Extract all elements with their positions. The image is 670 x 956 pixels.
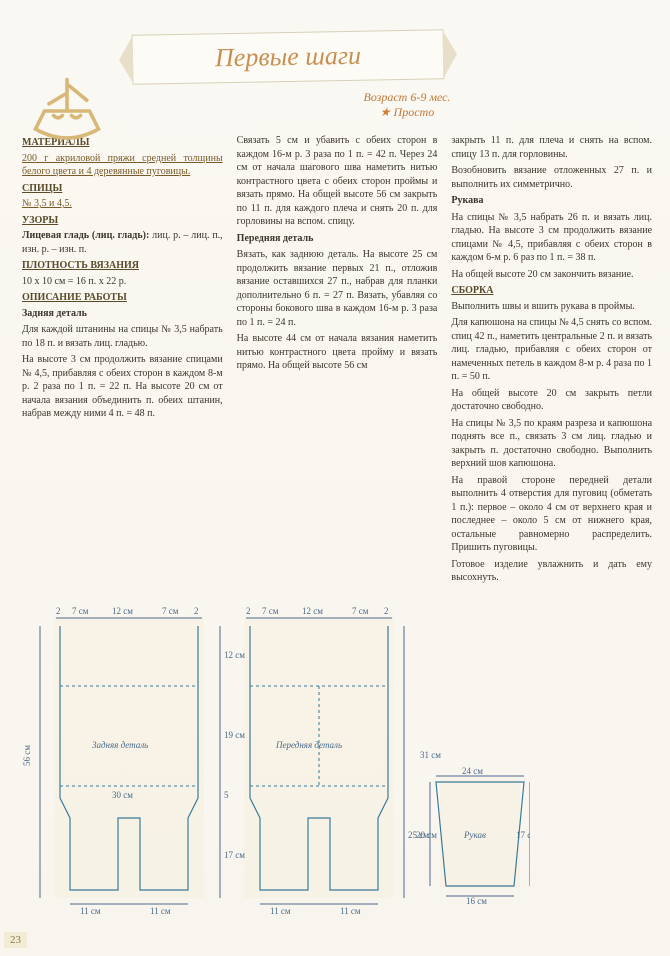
svg-text:12 см: 12 см <box>112 606 133 616</box>
page: Первые шаги Возраст 6-9 мес. ★ Просто МА… <box>0 0 670 956</box>
col3-p1: закрыть 11 п. для плеча и снять на вспом… <box>451 134 652 161</box>
subtitle: Возраст 6-9 мес. ★ Просто <box>162 90 652 120</box>
schematic-diagram: Задняя деталь 2 7 см 12 см 7 см 2 56 см … <box>20 598 530 938</box>
heading-sleeves: Рукава <box>451 194 652 208</box>
difficulty: Просто <box>394 105 435 119</box>
svg-text:12 см: 12 см <box>302 606 323 616</box>
heading-needles: СПИЦЫ <box>22 182 223 196</box>
sleeves-p1: На спицы № 3,5 набрать 26 п. и вязать ли… <box>451 211 652 265</box>
heading-front: Передняя деталь <box>237 232 438 246</box>
title-banner: Первые шаги <box>132 29 445 84</box>
svg-text:19 см: 19 см <box>224 730 245 740</box>
asm-p4: На спицы № 3,5 по краям разреза и капюшо… <box>451 417 652 471</box>
page-title: Первые шаги <box>215 41 362 74</box>
svg-text:17 см: 17 см <box>516 830 530 840</box>
needles-text: № 3,5 и 4,5. <box>22 197 223 211</box>
heading-back: Задняя деталь <box>22 307 223 321</box>
svg-text:11 см: 11 см <box>80 906 101 916</box>
heading-gauge: ПЛОТНОСТЬ ВЯЗАНИЯ <box>22 259 223 273</box>
svg-text:11 см: 11 см <box>150 906 171 916</box>
column-1: МАТЕРИАЛЫ 200 г акриловой пряжи средней … <box>22 134 223 588</box>
column-3: закрыть 11 п. для плеча и снять на вспом… <box>451 134 652 588</box>
back-p1: Для каждой штанины на спицы № 3,5 набрат… <box>22 323 223 350</box>
page-number: 23 <box>4 932 27 948</box>
svg-text:30 см: 30 см <box>112 790 133 800</box>
svg-text:2: 2 <box>56 606 61 616</box>
svg-text:20 см: 20 см <box>416 830 437 840</box>
svg-text:11 см: 11 см <box>340 906 361 916</box>
sleeves-p2: На общей высоте 20 см закончить вязание. <box>451 268 652 282</box>
back-p2: На высоте 3 см продолжить вязание спицам… <box>22 353 223 421</box>
asm-p2: Для капюшона на спицы № 4,5 снять со всп… <box>451 316 652 384</box>
svg-text:56 см: 56 см <box>22 745 32 766</box>
text-columns: МАТЕРИАЛЫ 200 г акриловой пряжи средней … <box>22 134 652 588</box>
column-2: Связать 5 см и убавить с обеих сторон в … <box>237 134 438 588</box>
svg-text:5: 5 <box>224 790 229 800</box>
heading-assembly: СБОРКА <box>451 284 652 298</box>
heading-work: ОПИСАНИЕ РАБОТЫ <box>22 291 223 305</box>
col2-p2: Вязать, как заднюю деталь. На высоте 25 … <box>237 248 438 329</box>
svg-text:12 см: 12 см <box>224 650 245 660</box>
svg-text:7 см: 7 см <box>262 606 279 616</box>
asm-p6: Готовое изделие увлажнить и дать ему выс… <box>451 558 652 585</box>
asm-p5: На правой стороне передней детали выполн… <box>451 474 652 555</box>
star-icon: ★ <box>380 105 391 119</box>
col2-p3: На высоте 44 см от начала вязания намети… <box>237 332 438 373</box>
asm-p1: Выполнить швы и вшить рукава в проймы. <box>451 300 652 314</box>
svg-text:11 см: 11 см <box>270 906 291 916</box>
svg-text:7 см: 7 см <box>72 606 89 616</box>
gauge-text: 10 x 10 см = 16 п. x 22 р. <box>22 275 223 289</box>
svg-text:2: 2 <box>194 606 199 616</box>
col2-p1: Связать 5 см и убавить с обеих сторон в … <box>237 134 438 229</box>
front-label: Передняя деталь <box>275 740 342 750</box>
back-label: Задняя деталь <box>92 740 148 750</box>
sleeve-label: Рукав <box>463 830 486 840</box>
svg-text:17 см: 17 см <box>224 850 245 860</box>
age-range: Возраст 6-9 мес. <box>364 90 451 104</box>
ship-icon <box>22 66 112 156</box>
svg-text:31 см: 31 см <box>420 750 441 760</box>
svg-text:7 см: 7 см <box>162 606 179 616</box>
svg-text:16 см: 16 см <box>466 896 487 906</box>
asm-p3: На общей высоте 20 см закрыть петли дост… <box>451 387 652 414</box>
svg-text:24 см: 24 см <box>462 766 483 776</box>
svg-text:7 см: 7 см <box>352 606 369 616</box>
col3-p2: Возобновить вязание отложенных 27 п. и в… <box>451 164 652 191</box>
svg-text:2: 2 <box>246 606 251 616</box>
svg-text:2: 2 <box>384 606 389 616</box>
heading-patterns: УЗОРЫ <box>22 214 223 228</box>
patterns-text: Лицевая гладь (лиц. гладь): лиц. р. – ли… <box>22 229 223 256</box>
